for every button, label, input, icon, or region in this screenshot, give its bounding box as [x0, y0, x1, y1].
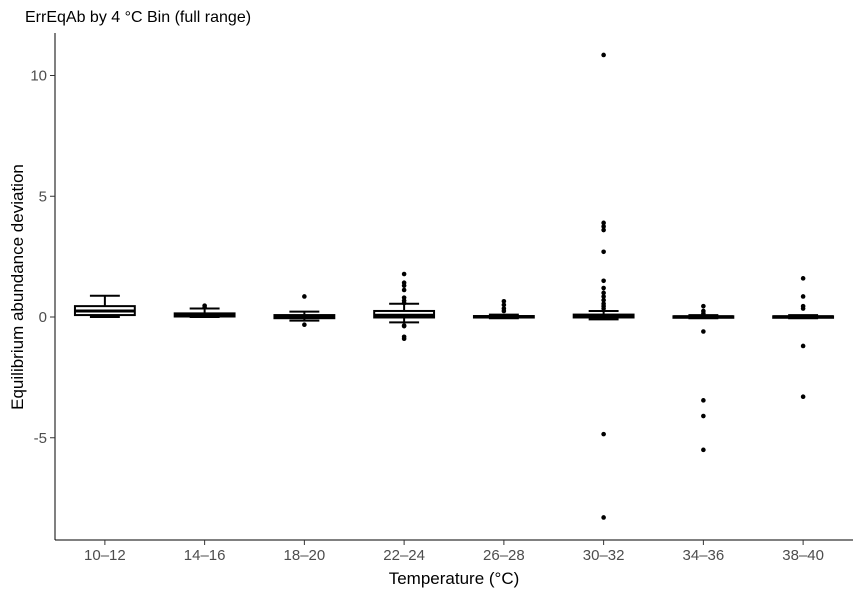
outlier-point: [601, 224, 606, 229]
outlier-point: [601, 306, 606, 311]
outlier-point: [501, 308, 507, 314]
outlier-point: [800, 276, 806, 281]
x-tick-label: 10–12: [84, 547, 126, 564]
x-tick-label: 34–36: [683, 547, 725, 564]
x-tick-label: 30–32: [583, 547, 625, 564]
outlier-point: [701, 413, 706, 419]
box-30–32: [572, 52, 635, 520]
outlier-point: [601, 249, 606, 255]
outlier-point: [601, 431, 606, 437]
outlier-point: [601, 220, 606, 226]
box-34–36: [672, 303, 735, 453]
outlier-point: [401, 323, 407, 329]
x-axis-ticks: 10–12 14–16 18–20 22–24 26–28 30–32 34–36 38–40: [84, 540, 824, 564]
y-tick-label: -5: [34, 430, 47, 447]
outlier-point: [701, 329, 706, 334]
outlier-point: [601, 297, 606, 303]
y-tick-label: 10: [30, 68, 47, 85]
outlier-point: [601, 294, 606, 299]
outlier-point: [401, 336, 407, 342]
y-axis-ticks: 10 5 0 -5: [30, 68, 55, 447]
outlier-point: [701, 398, 706, 403]
outlier-point: [302, 322, 307, 328]
box-38–40: [772, 276, 835, 399]
outlier-point: [800, 294, 806, 299]
outlier-point: [601, 515, 606, 520]
outlier-point: [202, 303, 207, 308]
y-tick-label: 0: [39, 309, 47, 326]
outlier-point: [800, 343, 806, 349]
outlier-point: [401, 287, 407, 293]
box-26–28: [472, 299, 535, 320]
outlier-point: [800, 306, 806, 311]
outlier-point: [601, 52, 606, 58]
y-tick-label: 5: [39, 188, 47, 205]
outlier-point: [701, 311, 706, 316]
y-axis-title: Equilibrium abundance deviation: [8, 164, 27, 410]
outlier-point: [401, 271, 407, 277]
box-10–12: [73, 294, 136, 318]
outlier-point: [701, 303, 706, 309]
chart-title: ErrEqAb by 4 °C Bin (full range): [25, 9, 251, 26]
outlier-point: [401, 300, 407, 306]
outlier-point: [401, 283, 407, 288]
plot-area: 10 5 0 -5 10–12 14–16 18–20 22–24 26–28 30–32 34–…: [30, 33, 853, 564]
x-tick-label: 38–40: [782, 547, 824, 564]
outlier-point: [601, 278, 606, 284]
box-series: [73, 52, 835, 520]
box-18–20: [273, 294, 336, 328]
outlier-point: [501, 299, 507, 304]
outlier-point: [302, 294, 307, 299]
outlier-point: [601, 285, 606, 291]
outlier-point: [701, 447, 706, 453]
outlier-point: [800, 394, 806, 399]
x-tick-label: 14–16: [184, 547, 226, 564]
x-tick-label: 22–24: [383, 547, 425, 564]
x-tick-label: 18–20: [284, 547, 326, 564]
outlier-point: [501, 302, 507, 308]
x-axis-title: Temperature (°C): [389, 569, 520, 588]
box-22–24: [373, 271, 436, 342]
x-tick-label: 26–28: [483, 547, 525, 564]
outlier-point: [601, 290, 606, 296]
box-14–16: [173, 303, 236, 318]
outlier-point: [601, 227, 606, 233]
